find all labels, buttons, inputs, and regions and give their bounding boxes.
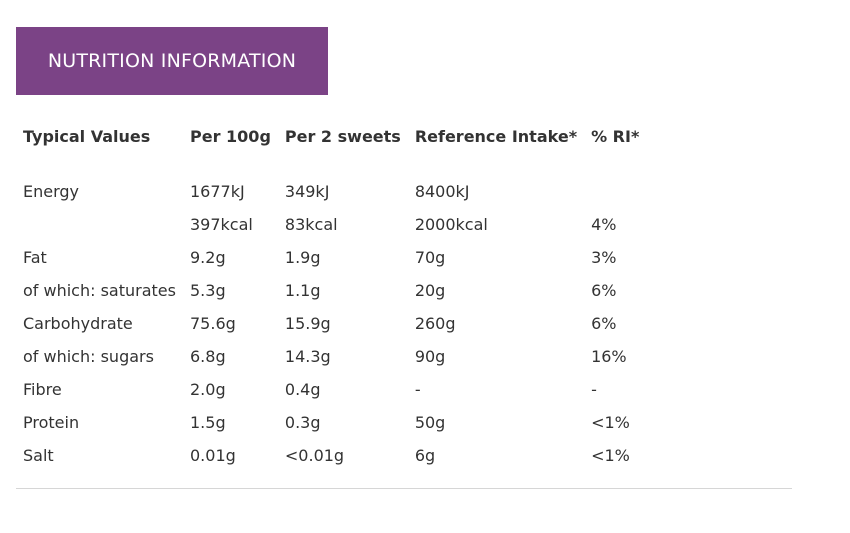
reference-intake-value: 260g bbox=[414, 313, 456, 333]
per-100g-value: 1677kJ bbox=[190, 181, 245, 201]
per-2-sweets-value: 349kJ bbox=[284, 181, 330, 201]
nutrient-name: Fat bbox=[23, 247, 47, 267]
table-row: Energy 1677kJ 349kJ 8400kJ bbox=[16, 161, 658, 208]
header-per-2-sweets: Per 2 sweets bbox=[284, 126, 401, 146]
table-row: Fat 9.2g 1.9g 70g 3% bbox=[16, 241, 658, 274]
percent-ri-value: 4% bbox=[591, 214, 617, 234]
table-row: Protein 1.5g 0.3g 50g <1% bbox=[16, 406, 658, 439]
reference-intake-value: 6g bbox=[414, 445, 436, 465]
per-2-sweets-value: 15.9g bbox=[284, 313, 331, 333]
nutrient-name: Salt bbox=[23, 445, 54, 465]
percent-ri-value bbox=[584, 161, 658, 208]
header-per-100g: Per 100g bbox=[190, 126, 271, 146]
nutrient-name: Energy bbox=[23, 181, 80, 201]
header-reference-intake: Reference Intake* bbox=[414, 126, 578, 146]
per-100g-value: 75.6g bbox=[190, 313, 236, 333]
per-100g-value: 6.8g bbox=[190, 346, 226, 366]
per-100g-value: 0.01g bbox=[190, 445, 236, 465]
per-100g-value: 2.0g bbox=[190, 379, 226, 399]
per-100g-value: 5.3g bbox=[190, 280, 226, 300]
table-row: Fibre 2.0g 0.4g - - bbox=[16, 373, 658, 406]
nutrient-name: of which: saturates bbox=[23, 280, 176, 300]
nutrient-name: Protein bbox=[23, 412, 80, 432]
reference-intake-value: 20g bbox=[414, 280, 446, 300]
per-2-sweets-value: 14.3g bbox=[284, 346, 331, 366]
nutrition-information-tab-label: NUTRITION INFORMATION bbox=[47, 50, 297, 72]
per-2-sweets-value: 1.1g bbox=[284, 280, 321, 300]
percent-ri-value: 6% bbox=[591, 313, 617, 333]
percent-ri-value: - bbox=[591, 379, 597, 399]
nutrient-name: of which: sugars bbox=[23, 346, 154, 366]
percent-ri-value: 3% bbox=[591, 247, 617, 267]
nutrient-name: Fibre bbox=[23, 379, 62, 399]
nutrient-name bbox=[16, 208, 183, 241]
per-100g-value: 1.5g bbox=[190, 412, 226, 432]
reference-intake-value: 2000kcal bbox=[414, 214, 488, 234]
header-percent-ri: % RI* bbox=[591, 126, 640, 146]
per-2-sweets-value: 83kcal bbox=[284, 214, 338, 234]
percent-ri-value: <1% bbox=[591, 445, 630, 465]
per-2-sweets-value: <0.01g bbox=[284, 445, 345, 465]
reference-intake-value: 8400kJ bbox=[414, 181, 470, 201]
nutrition-table: Typical Values Per 100g Per 2 sweets Ref… bbox=[16, 120, 658, 472]
percent-ri-value: 16% bbox=[591, 346, 627, 366]
per-100g-value: 397kcal bbox=[190, 214, 253, 234]
table-row: of which: sugars 6.8g 14.3g 90g 16% bbox=[16, 340, 658, 373]
table-header-row: Typical Values Per 100g Per 2 sweets Ref… bbox=[16, 120, 658, 161]
percent-ri-value: <1% bbox=[591, 412, 630, 432]
reference-intake-value: 70g bbox=[414, 247, 446, 267]
percent-ri-value: 6% bbox=[591, 280, 617, 300]
nutrient-name: Carbohydrate bbox=[23, 313, 133, 333]
per-2-sweets-value: 0.4g bbox=[284, 379, 321, 399]
header-typical-values: Typical Values bbox=[23, 126, 151, 146]
reference-intake-value: 50g bbox=[414, 412, 446, 432]
reference-intake-value: 90g bbox=[414, 346, 446, 366]
nutrition-information-tab[interactable]: NUTRITION INFORMATION bbox=[16, 27, 328, 95]
table-row: Carbohydrate 75.6g 15.9g 260g 6% bbox=[16, 307, 658, 340]
table-row: Salt 0.01g <0.01g 6g <1% bbox=[16, 439, 658, 472]
table-row: of which: saturates 5.3g 1.1g 20g 6% bbox=[16, 274, 658, 307]
per-2-sweets-value: 1.9g bbox=[284, 247, 321, 267]
section-divider bbox=[16, 488, 792, 489]
reference-intake-value: - bbox=[414, 379, 421, 399]
table-row: 397kcal 83kcal 2000kcal 4% bbox=[16, 208, 658, 241]
per-2-sweets-value: 0.3g bbox=[284, 412, 321, 432]
per-100g-value: 9.2g bbox=[190, 247, 226, 267]
